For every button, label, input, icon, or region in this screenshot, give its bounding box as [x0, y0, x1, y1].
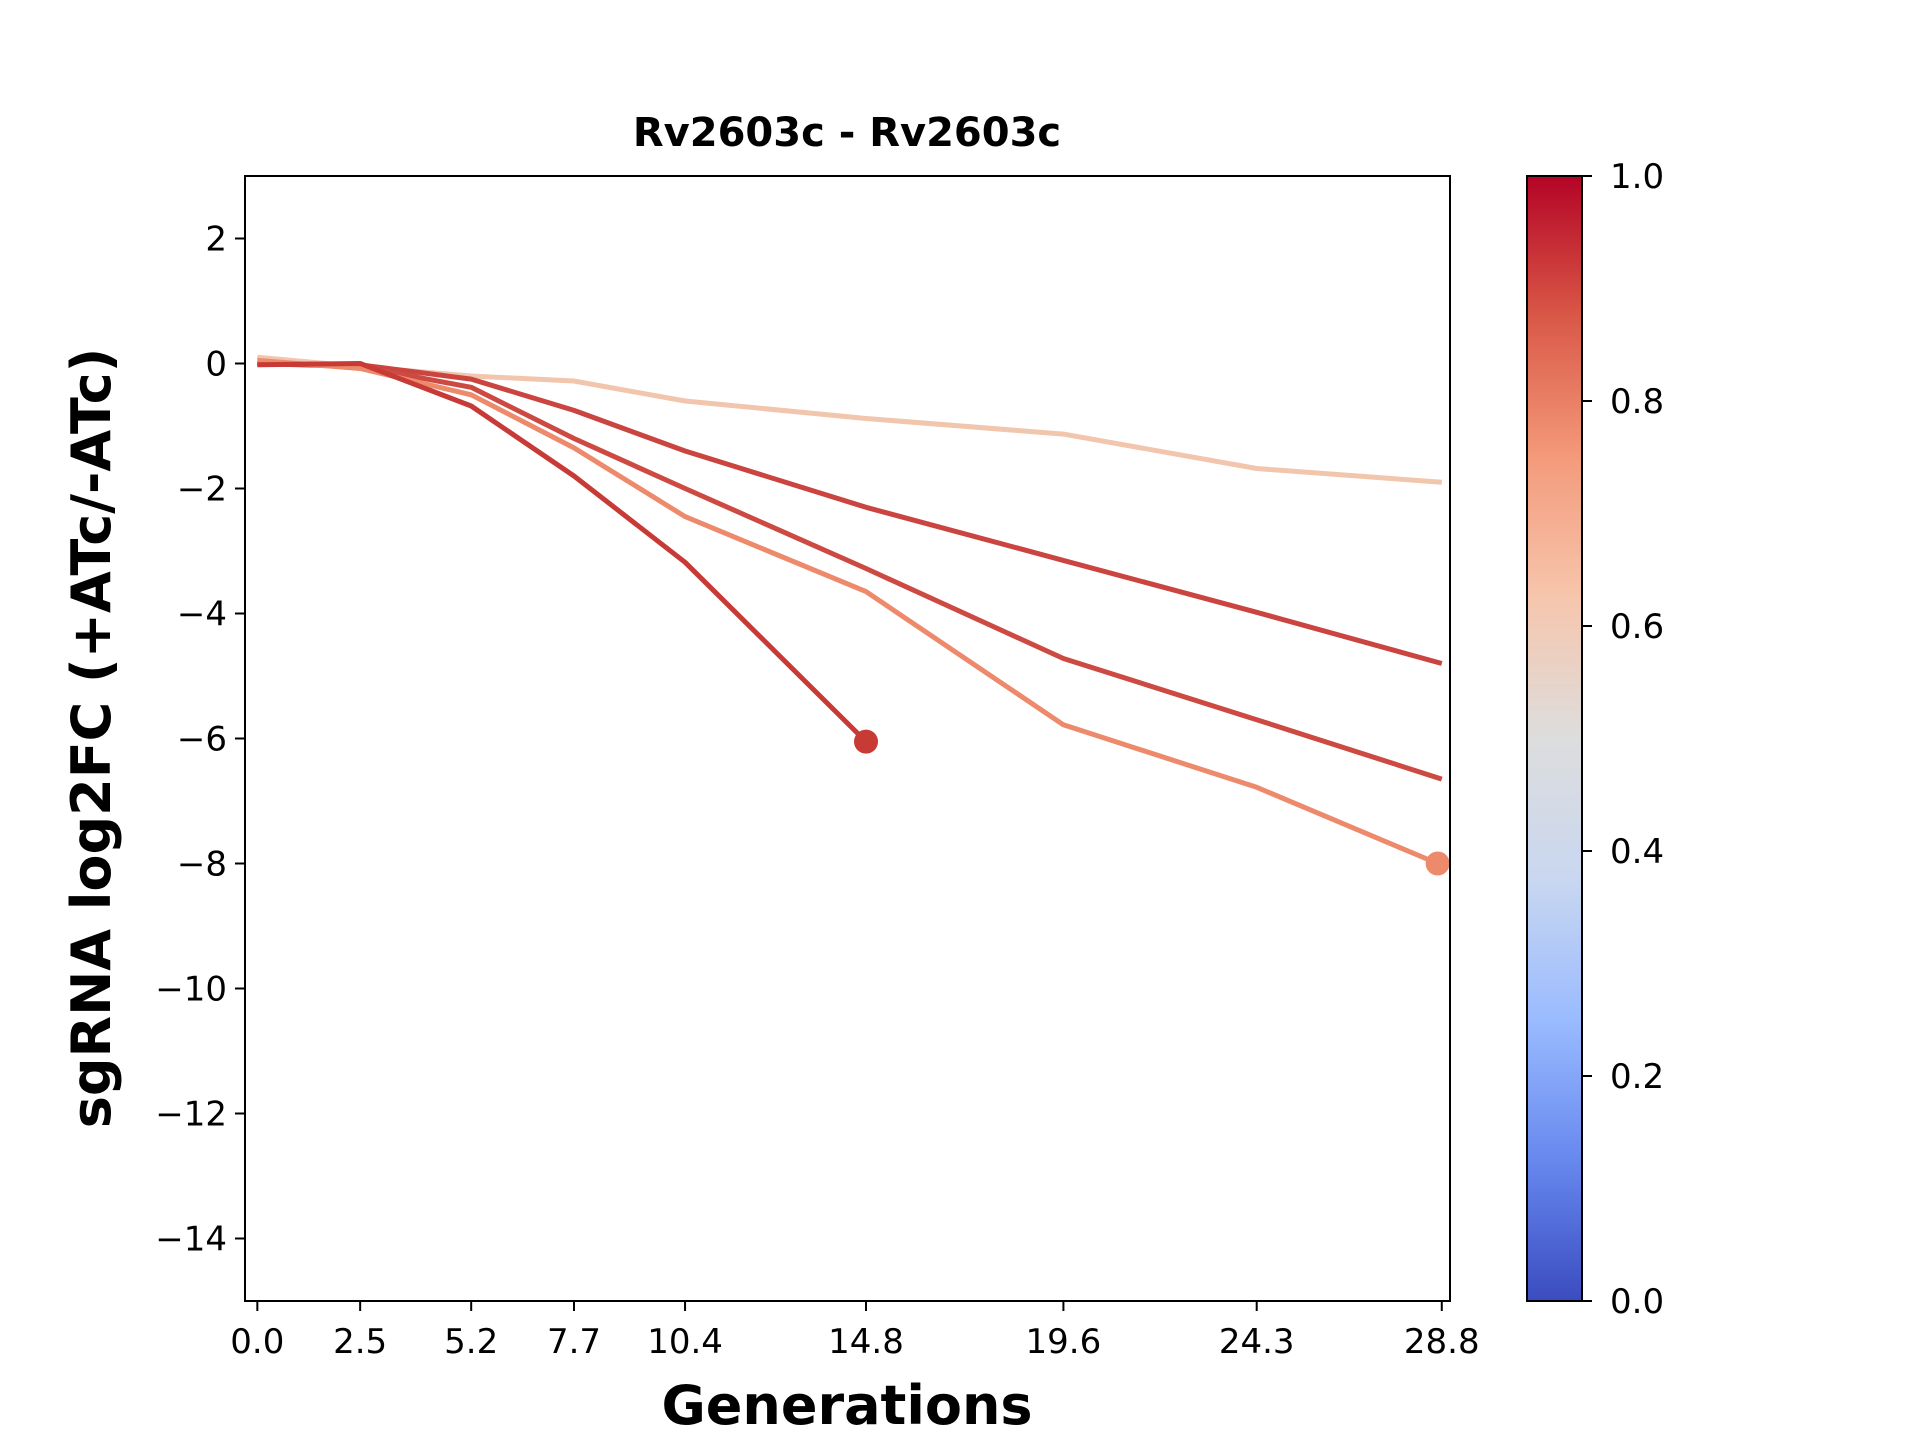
x-tick-label: 2.5 — [333, 1322, 387, 1362]
y-tick-label: 0 — [205, 345, 227, 385]
x-tick-label: 28.8 — [1404, 1322, 1480, 1362]
x-tick-label: 10.4 — [647, 1322, 723, 1362]
plot-frame — [244, 175, 1451, 1302]
chart-title: Rv2603c - Rv2603c — [633, 110, 1061, 156]
colorbar-ticks: 0.0 0.2 0.4 0.6 0.8 1.0 — [1582, 157, 1664, 1322]
x-tick-label: 0.0 — [230, 1322, 284, 1362]
y-axis-label: sgRNA log2FC (+ATc/-ATc) — [60, 348, 123, 1129]
y-tick-label: −12 — [155, 1095, 227, 1135]
series-line-2 — [257, 361, 1443, 666]
x-tick-label: 7.7 — [547, 1322, 601, 1362]
colorbar-tick-label: 0.0 — [1610, 1282, 1664, 1322]
x-axis: 0.0 2.5 5.2 7.7 10.4 14.8 19.6 24.3 28.8 — [230, 1301, 1480, 1362]
plot-area — [257, 354, 1450, 876]
y-tick-label: −4 — [177, 595, 227, 635]
y-tick-label: 2 — [205, 220, 227, 260]
series-line-3 — [257, 361, 1443, 782]
series-end-point-4 — [1425, 851, 1450, 876]
x-tick-label: 19.6 — [1026, 1322, 1102, 1362]
x-axis-label: Generations — [661, 1374, 1032, 1437]
colorbar-gradient — [1526, 175, 1583, 1302]
series-end-point-5 — [854, 729, 879, 754]
y-tick-label: −10 — [155, 970, 227, 1010]
y-axis: 2 0 −2 −4 −6 −8 −10 −12 −14 — [155, 220, 245, 1260]
x-tick-label: 5.2 — [444, 1322, 498, 1362]
colorbar-tick-label: 0.6 — [1610, 607, 1664, 647]
y-tick-label: −2 — [177, 470, 227, 510]
colorbar-tick-label: 1.0 — [1610, 157, 1664, 197]
colorbar-tick-label: 0.4 — [1610, 832, 1664, 872]
colorbar-tick-label: 0.2 — [1610, 1057, 1664, 1097]
x-tick-label: 14.8 — [828, 1322, 904, 1362]
y-tick-label: −8 — [177, 845, 227, 885]
x-tick-label: 24.3 — [1219, 1322, 1295, 1362]
series-line-5 — [257, 361, 868, 744]
colorbar: 0.0 0.2 0.4 0.6 0.8 1.0 — [1526, 157, 1664, 1322]
colorbar-tick-label: 0.8 — [1610, 382, 1664, 422]
y-tick-label: −14 — [155, 1220, 227, 1260]
y-tick-label: −6 — [177, 720, 227, 760]
